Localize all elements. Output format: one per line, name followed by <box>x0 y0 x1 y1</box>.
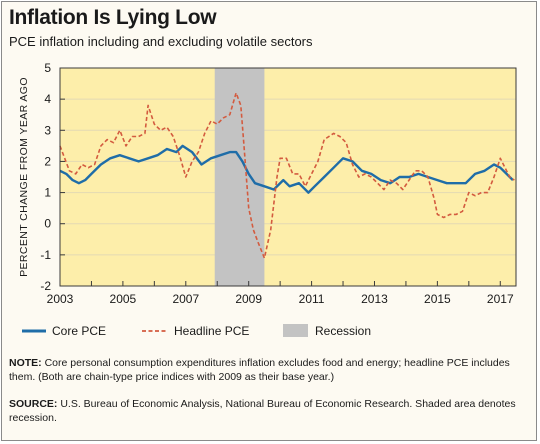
x-tick-label: 2009 <box>235 292 262 306</box>
note-label: NOTE: <box>9 357 42 369</box>
y-tick-label: -1 <box>40 248 51 262</box>
chart-note: NOTE: Core personal consumption expendit… <box>9 356 529 384</box>
series-layer <box>59 92 515 259</box>
y-tick-label: 4 <box>44 92 51 106</box>
legend-recession-label: Recession <box>315 324 371 338</box>
chart-subtitle: PCE inflation including and excluding vo… <box>9 34 313 49</box>
note-text: Core personal consumption expenditures i… <box>9 357 510 383</box>
y-tick-label: 1 <box>44 186 51 200</box>
source-text: U.S. Bureau of Economic Analysis, Nation… <box>9 398 516 424</box>
y-axis-ticks: -2 -1 0 1 2 3 4 5 <box>40 61 65 293</box>
core-pce-line <box>59 144 514 194</box>
y-axis-label: PERCENT CHANGE FROM YEAR AGO <box>18 77 30 277</box>
x-tick-label: 2011 <box>299 292 325 306</box>
chart-title: Inflation Is Lying Low <box>9 6 217 29</box>
legend-recession-swatch <box>283 324 308 337</box>
plot-border <box>59 67 517 287</box>
legend: Core PCE Headline PCE Recession <box>22 324 371 338</box>
headline-pce-line <box>59 92 515 259</box>
legend-headline-label: Headline PCE <box>174 324 249 338</box>
recession-band <box>214 68 265 286</box>
chart-source: SOURCE: U.S. Bureau of Economic Analysis… <box>9 397 529 425</box>
x-tick-label: 2017 <box>487 292 514 306</box>
x-tick-label: 2015 <box>424 292 451 306</box>
x-tick-label: 2013 <box>361 292 388 306</box>
y-tick-label: 0 <box>44 217 51 231</box>
plot-area <box>60 68 516 286</box>
legend-core-label: Core PCE <box>52 324 106 338</box>
x-tick-label: 2007 <box>172 292 199 306</box>
x-tick-label: 2003 <box>47 292 74 306</box>
y-tick-label: 5 <box>44 61 51 75</box>
y-tick-label: -2 <box>40 279 51 293</box>
source-label: SOURCE: <box>9 398 58 410</box>
x-axis-ticks: 2003 2005 2007 2009 2011 2013 2015 2017 <box>47 281 514 306</box>
y-tick-label: 2 <box>44 154 51 168</box>
x-tick-label: 2005 <box>110 292 137 306</box>
y-tick-label: 3 <box>44 123 51 137</box>
